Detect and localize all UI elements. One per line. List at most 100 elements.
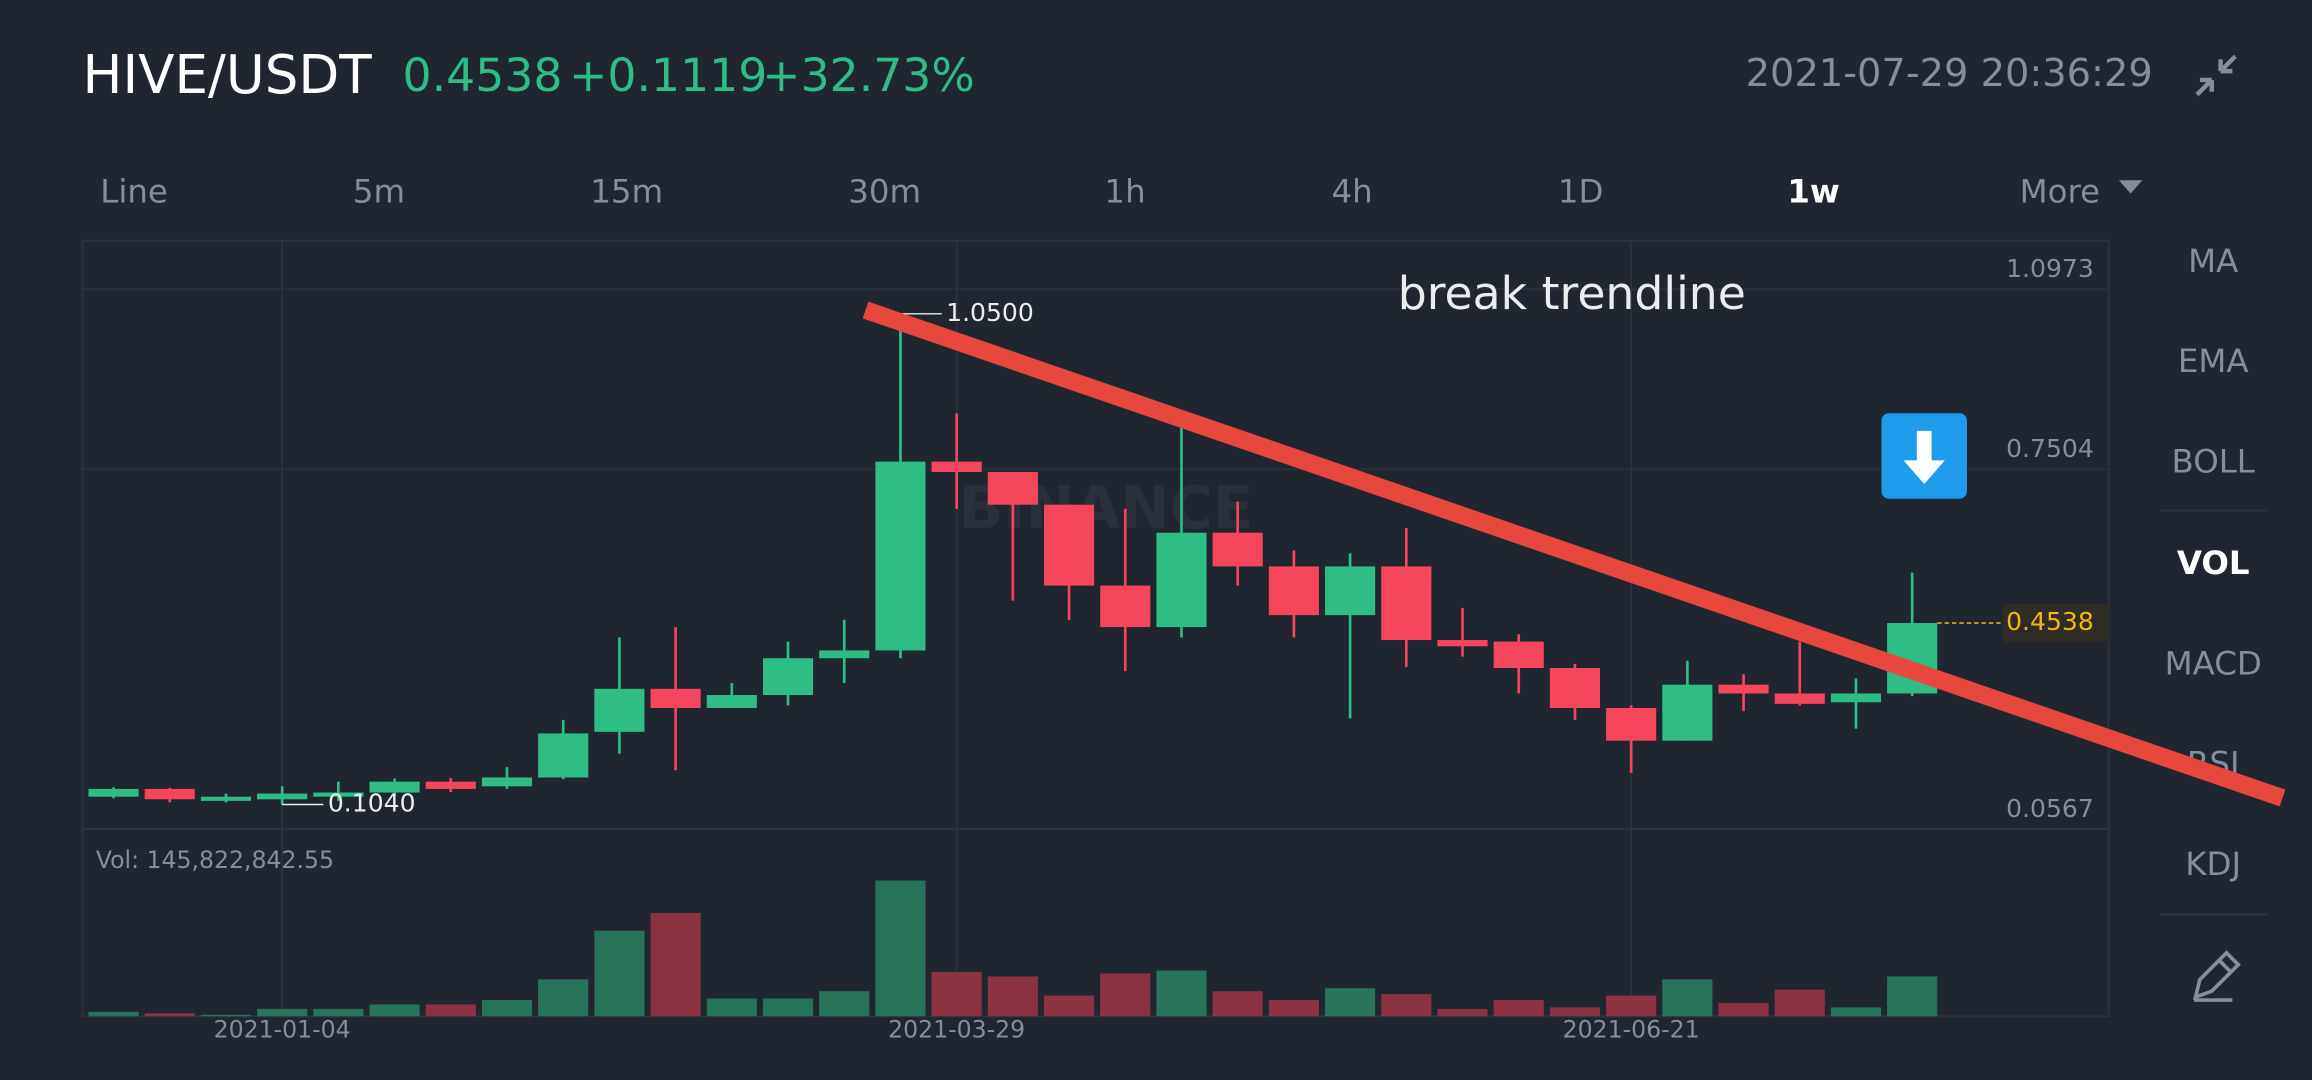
indicator-tab[interactable]: MACD: [2165, 644, 2262, 682]
timeframe-tab[interactable]: 1D: [1558, 172, 1604, 210]
candle-body: [538, 733, 589, 778]
candle-body: [1830, 693, 1882, 703]
timestamp: 2021-07-29 20:36:29: [1746, 51, 2153, 96]
x-tick-label: 2021-06-21: [1563, 1016, 1700, 1044]
candle-body: [1043, 504, 1095, 586]
price: 0.4538: [403, 49, 563, 102]
last-price-tag: [2002, 603, 2109, 643]
candle-body: [1549, 668, 1600, 708]
candle-body: [1437, 640, 1488, 647]
indicator-tab[interactable]: MA: [2188, 242, 2238, 280]
y-tick-label: 1.0973: [2006, 254, 2094, 283]
collapse-icon[interactable]: [2195, 54, 2237, 97]
max-label: 1.0500: [946, 298, 1034, 327]
candle-body: [1718, 684, 1769, 694]
timeframe-tab[interactable]: Line: [100, 172, 168, 210]
draw-tool-icon[interactable]: [2192, 950, 2241, 1002]
candle-body: [1493, 641, 1544, 669]
volume-bar: [875, 880, 926, 1017]
volume-bar: [594, 930, 645, 1017]
volume-bar: [931, 971, 982, 1017]
candle-body: [481, 777, 533, 787]
trendline-drawing: [862, 301, 2286, 807]
timeframe-tab[interactable]: 5m: [353, 172, 405, 210]
volume-bar: [257, 1008, 308, 1017]
pair-title: HIVE/USDT: [83, 44, 373, 106]
volume-bar: [1718, 1002, 1769, 1017]
volume-bar: [1606, 995, 1657, 1017]
volume-bar: [1774, 989, 1825, 1017]
candle-body: [313, 792, 364, 797]
timeframe-tab[interactable]: 4h: [1332, 172, 1373, 210]
candle-body: [1606, 707, 1657, 741]
y-tick-label: 0.0567: [2006, 794, 2094, 823]
candle-body: [1100, 585, 1151, 628]
candle-body: [1662, 684, 1713, 741]
timeframe-tab[interactable]: 30m: [848, 172, 921, 210]
timeframe-tab[interactable]: More: [2020, 172, 2100, 210]
volume-bar: [650, 912, 701, 1017]
last-price-label: 0.4538: [2006, 607, 2094, 636]
volume-bar: [819, 991, 870, 1017]
volume-bar: [313, 1008, 364, 1017]
timeframe-tab[interactable]: 15m: [590, 172, 663, 210]
candle-body: [762, 658, 814, 696]
volume-bar: [88, 1011, 139, 1017]
candle-body: [1268, 566, 1319, 616]
indicator-tab[interactable]: KDJ: [2185, 845, 2241, 883]
volume-bar: [762, 998, 814, 1017]
indicator-tab[interactable]: EMA: [2178, 342, 2249, 380]
candle-body: [706, 695, 757, 708]
volume-bar: [144, 1013, 195, 1017]
candle-body: [257, 793, 308, 800]
dropdown-caret[interactable]: [2118, 180, 2143, 194]
candle-body: [875, 461, 926, 651]
volume-bar: [200, 1014, 252, 1017]
volume-bar: [369, 1004, 420, 1017]
volume-bar: [1268, 1000, 1319, 1017]
volume-bar: [1325, 988, 1376, 1017]
timeframe-tab[interactable]: 1h: [1104, 172, 1145, 210]
volume-bar: [987, 976, 1038, 1017]
volume-bar: [1156, 970, 1207, 1017]
volume-label: Vol: 145,822,842.55: [96, 846, 334, 874]
volume-bar: [1043, 995, 1095, 1017]
candle-body: [200, 796, 252, 801]
volume-bar: [1100, 973, 1151, 1017]
volume-bar: [1437, 1008, 1488, 1017]
volume-bar: [1830, 1007, 1882, 1017]
candle-body: [369, 781, 420, 793]
candle-body: [1212, 532, 1263, 567]
min-label: 0.1040: [328, 788, 416, 817]
volume-bar: [1887, 976, 1938, 1017]
price-change-percent: +32.73%: [762, 49, 975, 102]
volume-bar: [1493, 1000, 1544, 1017]
candle-body: [1156, 532, 1207, 628]
volume-bar: [1662, 979, 1713, 1017]
candle-body: [987, 472, 1038, 505]
y-tick-label: 0.7504: [2006, 434, 2094, 463]
candle-body: [1325, 566, 1376, 616]
volume-bar: [706, 998, 757, 1017]
volume-bar: [1212, 991, 1263, 1017]
indicator-tab[interactable]: VOL: [2177, 544, 2250, 582]
candle-body: [1774, 693, 1825, 704]
volume-bar: [481, 1000, 533, 1017]
candle-body: [594, 688, 645, 732]
candle-body: [650, 688, 701, 708]
candle-body: [88, 788, 139, 797]
chart-frame: [81, 239, 2110, 1018]
timeframe-tab[interactable]: 1w: [1787, 172, 1840, 210]
indicator-tab[interactable]: BOLL: [2172, 442, 2255, 480]
volume-bar: [1381, 994, 1432, 1017]
candle-body: [931, 461, 982, 473]
down-arrow-emoji: [1881, 413, 1967, 499]
candle-body: [819, 650, 870, 659]
candle-body: [1381, 566, 1432, 641]
annotation: break trendline: [1398, 267, 1746, 320]
volume-bar: [1549, 1007, 1600, 1017]
price-change: +0.1119: [569, 49, 767, 102]
candle-body: [144, 788, 195, 800]
